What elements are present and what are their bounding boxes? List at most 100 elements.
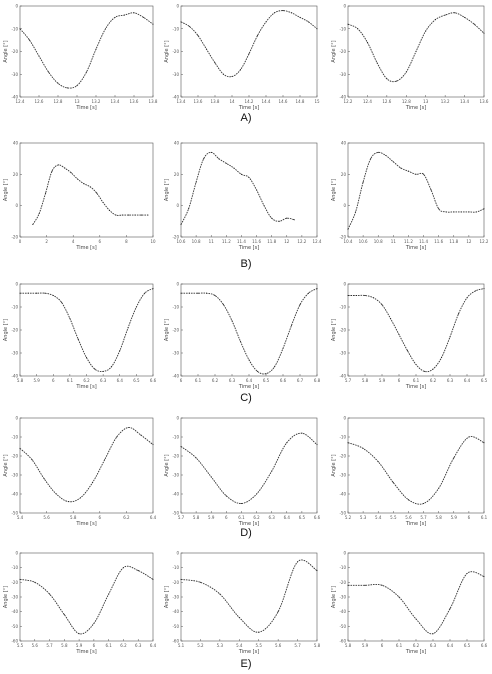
data-point	[282, 347, 284, 349]
x-axis-label: Time [s]	[405, 384, 426, 390]
series-line	[347, 12, 485, 83]
data-point	[407, 170, 409, 172]
y-axis-label: Angle [°]	[3, 40, 9, 62]
y-tick-label: 0	[15, 551, 18, 556]
x-tick-label: 5.9	[208, 515, 215, 520]
data-point	[347, 23, 349, 25]
data-point	[239, 340, 242, 343]
y-tick-label: -30	[11, 595, 18, 600]
y-tick-label: -30	[339, 473, 346, 478]
series-line	[347, 436, 485, 505]
y-tick-label: -20	[339, 580, 346, 585]
y-tick-label: 0	[343, 282, 346, 287]
data-point	[102, 201, 104, 204]
x-tick-label: 13.6	[194, 99, 203, 104]
y-tick-label: -30	[11, 72, 18, 77]
data-point	[316, 288, 318, 290]
y-tick-label: -10	[172, 26, 179, 31]
y-tick-label: -50	[339, 624, 346, 629]
y-tick-label: -10	[11, 435, 18, 440]
data-point	[180, 223, 182, 226]
x-tick-label: 6.2	[430, 378, 437, 383]
data-point	[137, 570, 139, 572]
y-tick-label: 0	[176, 4, 179, 9]
series-line	[19, 12, 154, 89]
data-point	[79, 497, 82, 499]
chart-panel-c2: 6 6.1 6.2 6.3 6.4 6.5 6.6 6.7 6.8 0 -10 -20 -30 -40 Ti…	[164, 282, 321, 391]
y-tick-label: -10	[172, 565, 179, 570]
data-point	[301, 432, 303, 434]
x-tick-label: 11.4	[419, 239, 428, 244]
data-point	[453, 457, 455, 459]
data-point	[347, 584, 349, 586]
x-tick-label: 5.8	[17, 378, 24, 383]
x-tick-label: 13.2	[441, 99, 450, 104]
y-tick-label: -40	[11, 95, 18, 100]
plot-frame	[19, 283, 154, 377]
data-point	[32, 223, 34, 226]
x-tick-label: 6.4	[150, 643, 157, 648]
data-point	[231, 320, 233, 322]
x-tick-label: 12.6	[382, 99, 391, 104]
data-point	[277, 611, 279, 613]
series-line	[347, 151, 485, 230]
data-point	[57, 164, 59, 166]
data-point	[83, 183, 85, 185]
plot-frame	[19, 552, 154, 642]
data-point	[188, 208, 190, 210]
y-axis-label: Angle [°]	[164, 454, 170, 476]
x-tick-label: 14	[229, 99, 235, 104]
x-tick-label: 11.8	[267, 239, 276, 244]
x-tick-label: 6.2	[413, 643, 420, 648]
data-point	[51, 170, 53, 172]
y-axis-label: Angle [°]	[331, 586, 337, 608]
data-point	[19, 447, 21, 449]
data-point	[47, 71, 50, 73]
y-tick-label: -50	[11, 624, 18, 629]
data-point	[205, 292, 208, 294]
data-point	[28, 39, 31, 41]
data-point	[197, 35, 199, 37]
data-point	[102, 370, 104, 372]
y-tick-label: -20	[11, 328, 18, 333]
x-tick-label: 10.6	[177, 239, 186, 244]
data-point	[406, 350, 409, 352]
data-point	[27, 292, 29, 294]
x-tick-label: 14.8	[296, 99, 305, 104]
x-tick-label: 12.6	[35, 99, 44, 104]
data-point	[152, 578, 154, 580]
data-point	[180, 292, 182, 294]
series-line	[180, 559, 318, 633]
x-tick-label: 5.3	[360, 515, 367, 520]
data-point	[400, 167, 402, 169]
chart-panel-e3: 5.8 5.9 6 6.1 6.2 6.3 6.4 6.5 6.6 0 -10 -20 -30 -40 -5…	[331, 551, 488, 656]
series-line	[181, 288, 318, 375]
series-line	[32, 164, 148, 225]
data-point	[140, 214, 143, 216]
data-point	[483, 442, 485, 444]
x-tick-label: 15	[314, 99, 320, 104]
y-axis-label: Angle [°]	[164, 40, 170, 62]
chart-panel-d3: 5.2 5.3 5.4 5.5 5.6 5.7 5.8 5.9 6 6.1 0 -10 -20 -30 -4…	[331, 416, 488, 528]
y-tick-label: -10	[11, 26, 18, 31]
plot-frame	[347, 552, 485, 642]
data-point	[468, 211, 470, 213]
x-tick-label: 6.1	[238, 515, 245, 520]
data-point	[77, 338, 79, 340]
y-tick-label: 0	[176, 282, 179, 287]
series-line	[20, 288, 154, 372]
plot-frame	[347, 283, 485, 377]
data-point	[144, 292, 146, 294]
y-tick-label: -10	[339, 305, 346, 310]
x-tick-label: 13.2	[92, 99, 101, 104]
x-tick-label: 6.5	[464, 643, 471, 648]
y-axis-label: Angle [°]	[164, 586, 170, 608]
data-point	[366, 41, 368, 43]
x-tick-label: 5.7	[345, 378, 352, 383]
y-axis-label: Angle [°]	[3, 454, 9, 476]
data-point	[466, 572, 468, 575]
y-tick-label: -50	[172, 511, 179, 516]
x-tick-label: 6.2	[120, 643, 127, 648]
data-point	[372, 297, 375, 299]
